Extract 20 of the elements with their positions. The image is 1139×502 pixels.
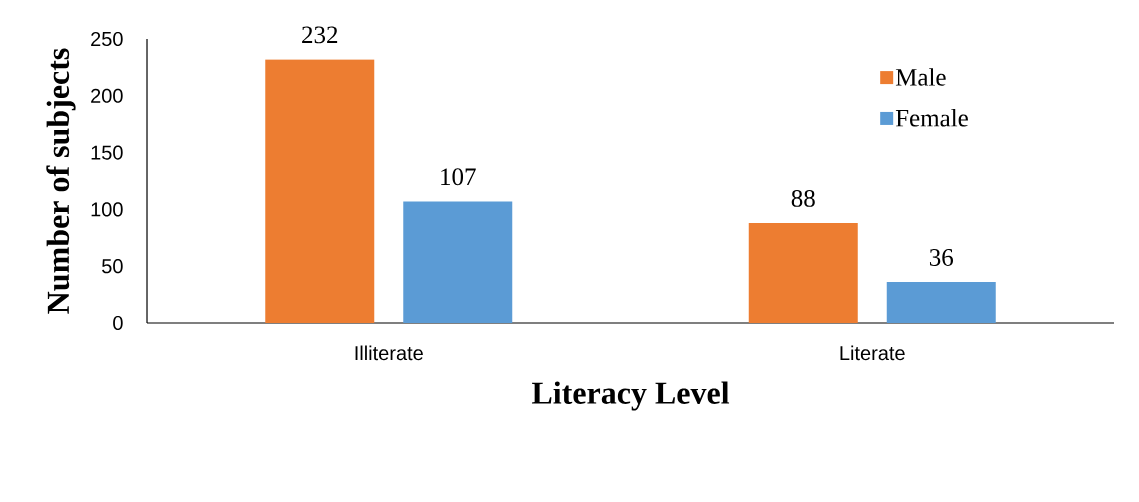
x-tick-label: Literate: [840, 345, 905, 361]
x-axis-title: Literacy Level: [531, 381, 730, 411]
y-axis-title: Number of subjects: [46, 48, 76, 314]
y-tick-label: 200: [91, 88, 123, 103]
y-tick-label: 0: [113, 315, 123, 331]
bar: [265, 59, 375, 323]
data-label: 36: [929, 249, 954, 266]
bar: [748, 223, 858, 323]
y-tick-label: 50: [102, 259, 123, 274]
bar: [403, 201, 513, 323]
y-tick-label: 100: [91, 202, 123, 217]
bar: [886, 282, 996, 323]
data-label: 88: [791, 189, 815, 207]
y-tick-label: 250: [91, 31, 123, 47]
data-label: 232: [302, 26, 338, 44]
x-tick-label: Illiterate: [355, 345, 423, 361]
legend-label: Male: [895, 68, 946, 86]
legend-label: Female: [895, 109, 968, 127]
y-tick-label: 150: [91, 145, 123, 160]
data-label: 107: [441, 168, 476, 186]
